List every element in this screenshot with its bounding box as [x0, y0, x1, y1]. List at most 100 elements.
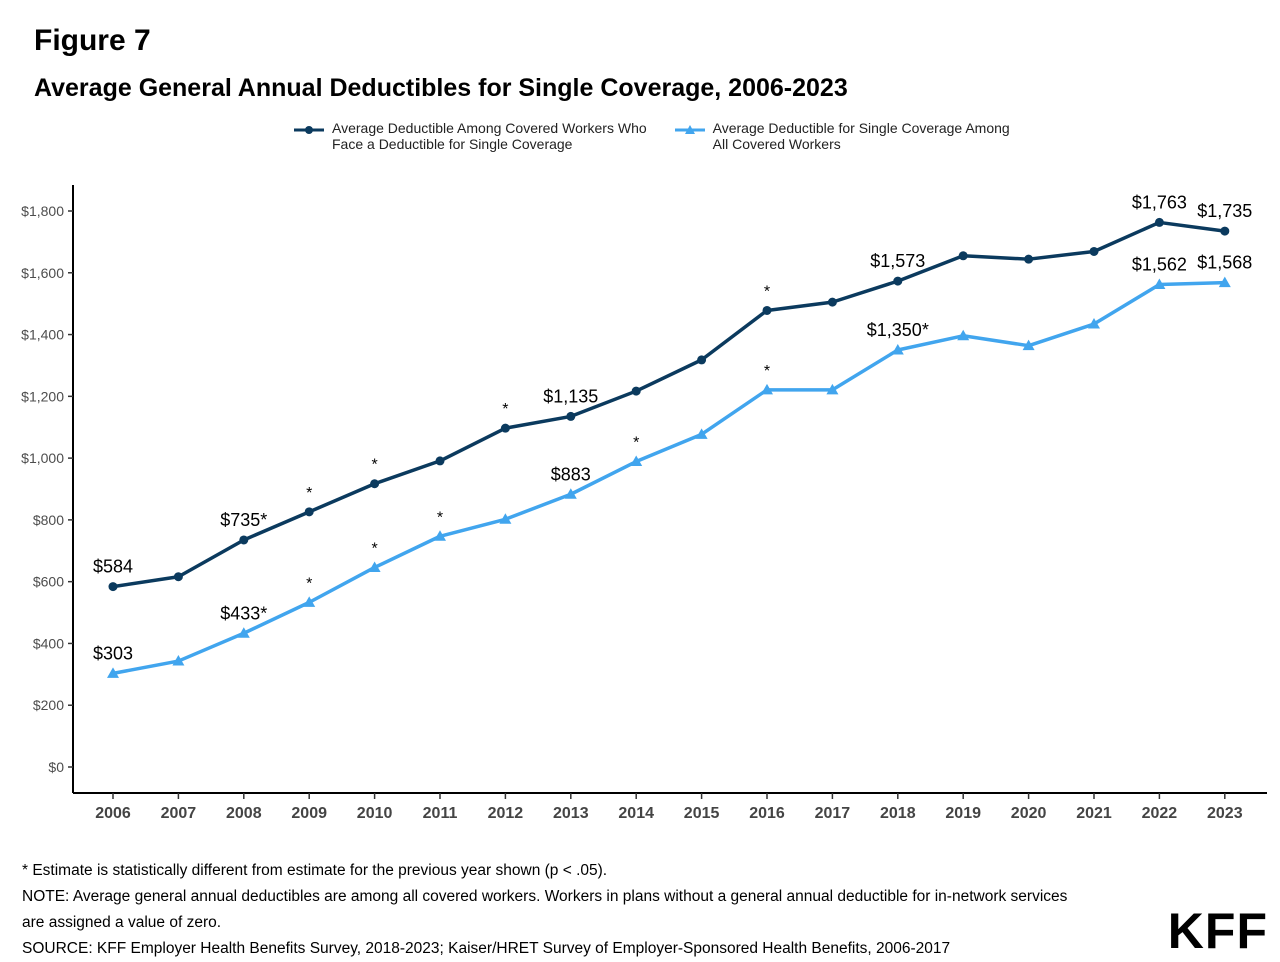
- data-point: [1153, 278, 1166, 290]
- circle-icon: [294, 126, 324, 134]
- data-point: [172, 655, 185, 666]
- data-label: $433*: [220, 603, 267, 623]
- data-label: $1,763: [1132, 192, 1187, 212]
- x-tick-label: 2014: [618, 805, 654, 822]
- data-point: [630, 455, 643, 467]
- data-label: $883: [551, 464, 591, 484]
- data-point: [566, 411, 576, 421]
- data-point: [1022, 339, 1035, 351]
- data-point: [827, 297, 837, 307]
- y-tick-label: $600: [33, 574, 64, 590]
- data-label: $1,568: [1197, 253, 1252, 273]
- data-point: [304, 507, 314, 517]
- legend-item-all-covered: Average Deductible for Single Coverage A…: [673, 120, 1010, 152]
- x-tick-label: 2022: [1142, 805, 1178, 822]
- data-point: [1089, 246, 1099, 256]
- series-line-1: [112, 220, 1226, 589]
- data-point: [957, 329, 970, 341]
- data-point: [368, 561, 381, 572]
- figure-label: Figure 7: [34, 24, 151, 57]
- data-label: $1,350*: [867, 320, 929, 340]
- x-tick-label: 2015: [684, 805, 720, 822]
- x-tick-label: 2006: [95, 805, 131, 822]
- data-point: [1154, 217, 1164, 227]
- asterisk-note: * Estimate is statistically different fr…: [22, 862, 608, 879]
- note-line-1: NOTE: Average general annual deductibles…: [22, 888, 1068, 905]
- data-point: [435, 456, 445, 466]
- data-point: [239, 535, 249, 545]
- series-line-2: [112, 280, 1225, 676]
- data-point: [499, 513, 512, 524]
- y-tick-label: $200: [33, 697, 64, 713]
- x-tick-label: 2016: [749, 805, 785, 822]
- data-point: [370, 479, 380, 489]
- data-point: [695, 428, 708, 439]
- y-tick-label: $800: [33, 512, 64, 528]
- data-point: [108, 582, 118, 592]
- significance-asterisk: *: [633, 435, 639, 452]
- significance-asterisk: *: [371, 540, 377, 557]
- data-point: [173, 572, 183, 582]
- x-tick-label: 2017: [815, 805, 851, 822]
- data-label: $1,135: [543, 386, 598, 406]
- data-label: $1,735: [1197, 201, 1252, 221]
- data-point: [762, 305, 772, 315]
- data-label: $735*: [220, 510, 267, 530]
- data-point: [893, 276, 903, 286]
- x-tick-label: 2010: [357, 805, 393, 822]
- significance-asterisk: *: [371, 457, 377, 474]
- legend-label: Average Deductible Among Covered Workers…: [332, 120, 647, 152]
- data-point: [434, 530, 446, 541]
- data-point: [500, 423, 510, 433]
- source-note: SOURCE: KFF Employer Health Benefits Sur…: [22, 940, 951, 957]
- y-tick-label: $1,200: [21, 388, 64, 404]
- kff-logo: KFF: [1167, 903, 1268, 959]
- significance-asterisk: *: [437, 509, 443, 526]
- data-point: [631, 386, 641, 396]
- significance-asterisk: *: [306, 485, 312, 502]
- data-label: $303: [93, 643, 133, 663]
- x-tick-label: 2013: [553, 805, 589, 822]
- x-tick-label: 2021: [1076, 805, 1112, 822]
- data-point: [107, 667, 119, 678]
- x-tick-label: 2009: [291, 805, 327, 822]
- x-tick-label: 2007: [161, 805, 197, 822]
- data-point: [1088, 318, 1100, 329]
- data-point: [1218, 276, 1231, 288]
- data-label: $1,562: [1132, 255, 1187, 275]
- chart-legend: Average Deductible Among Covered Workers…: [292, 120, 1010, 152]
- data-point: [237, 627, 250, 638]
- x-tick-label: 2018: [880, 805, 916, 822]
- note-line-2: are assigned a value of zero.: [22, 914, 222, 931]
- data-label: $1,573: [870, 251, 925, 271]
- x-tick-label: 2012: [488, 805, 524, 822]
- x-tick-label: 2023: [1207, 805, 1243, 822]
- y-tick-label: $1,600: [21, 265, 64, 281]
- significance-asterisk: *: [306, 575, 312, 592]
- data-point: [761, 383, 773, 395]
- x-tick-label: 2020: [1011, 805, 1047, 822]
- significance-asterisk: *: [502, 401, 508, 418]
- data-point: [564, 488, 577, 499]
- chart-title: Average General Annual Deductibles for S…: [34, 74, 848, 102]
- y-tick-label: $1,400: [21, 327, 64, 343]
- y-tick-label: $1,000: [21, 450, 64, 466]
- footnotes: * Estimate is statistically different fr…: [22, 858, 1067, 962]
- y-tick-label: $400: [33, 635, 64, 651]
- y-tick-label: $1,800: [21, 203, 64, 219]
- triangle-icon: [674, 125, 705, 134]
- data-point: [826, 383, 839, 395]
- data-point: [697, 355, 707, 365]
- legend-label: Average Deductible for Single Coverage A…: [712, 120, 1010, 152]
- data-point: [1220, 226, 1230, 236]
- x-tick-label: 2019: [945, 805, 981, 822]
- data-point: [891, 344, 904, 355]
- significance-asterisk: *: [764, 283, 770, 300]
- x-tick-label: 2008: [226, 805, 262, 822]
- x-tick-label: 2011: [423, 805, 458, 822]
- legend-item-covered-with-deductible: Average Deductible Among Covered Workers…: [292, 120, 647, 152]
- significance-asterisk: *: [764, 363, 770, 380]
- data-label: $584: [93, 557, 133, 577]
- data-point: [958, 251, 968, 261]
